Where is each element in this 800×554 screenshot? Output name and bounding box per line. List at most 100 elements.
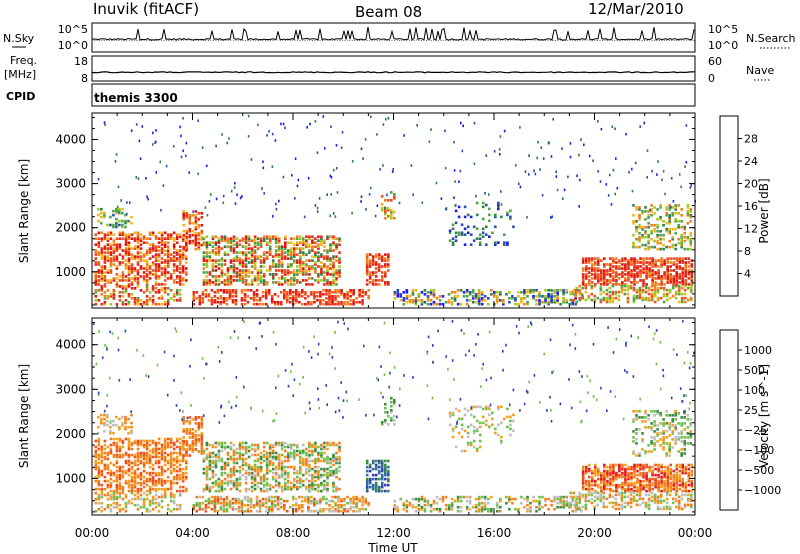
heatmap-cell: [250, 249, 254, 252]
heatmap-cell: [127, 425, 130, 429]
heatmap-cell: [262, 477, 266, 481]
heatmap-cell: [286, 509, 289, 513]
heatmap-cell: [191, 434, 195, 437]
heatmap-cell: [451, 241, 455, 244]
heatmap-cell: [588, 271, 591, 274]
heatmap-cell: [365, 263, 369, 266]
heatmap-cell: [109, 451, 113, 455]
heatmap-cell: [669, 275, 672, 278]
heatmap-cell: [200, 440, 204, 443]
heatmap-cell: [328, 295, 331, 298]
heatmap-cell: [194, 444, 198, 447]
heatmap-cell: [647, 210, 650, 213]
heatmap-cell: [188, 229, 192, 233]
heatmap-cell: [97, 467, 101, 471]
heatmap-cell: [194, 436, 198, 439]
heatmap-cell: [346, 297, 349, 300]
heatmap-cell: [130, 491, 134, 495]
heatmap-cell: [127, 267, 131, 270]
heatmap-cell: [267, 495, 271, 499]
heatmap-cell: [220, 481, 224, 485]
freq-line: [91, 71, 696, 74]
heatmap-cell: [374, 279, 378, 282]
heatmap-cell: [314, 245, 317, 248]
heatmap-cell: [609, 275, 612, 278]
heatmap-cell: [605, 288, 609, 292]
heatmap-cell: [181, 251, 185, 254]
heatmap-cell: [274, 269, 278, 272]
heatmap-cell: [271, 449, 275, 453]
heatmap-cell: [493, 150, 496, 153]
heatmap-cell: [402, 299, 406, 302]
heatmap-cell: [271, 457, 275, 461]
heatmap-cell: [384, 402, 387, 406]
heatmap-cell: [594, 271, 597, 274]
heatmap-cell: [127, 300, 131, 304]
heatmap-cell: [346, 300, 349, 304]
heatmap-cell: [97, 283, 101, 286]
heatmap-cell: [429, 503, 433, 507]
heatmap-cell: [465, 495, 469, 499]
heatmap-cell: [100, 461, 104, 465]
heatmap-cell: [317, 239, 320, 242]
heatmap-cell: [178, 503, 182, 507]
heatmap-cell: [118, 453, 122, 457]
heatmap-cell: [244, 487, 248, 491]
heatmap-cell: [103, 279, 107, 282]
heatmap-cell: [103, 245, 107, 248]
heatmap-cell: [600, 279, 603, 282]
heatmap-cell: [317, 251, 320, 254]
heatmap-cell: [185, 279, 188, 282]
heatmap-cell: [405, 295, 409, 298]
heatmap-cell: [136, 297, 140, 300]
heatmap-cell: [426, 302, 430, 306]
heatmap-cell: [142, 475, 146, 479]
heatmap-cell: [232, 469, 236, 473]
heatmap-cell: [618, 261, 621, 264]
heatmap-cell: [109, 302, 113, 306]
heatmap-cell: [302, 237, 305, 240]
heatmap-cell: [393, 195, 396, 198]
heatmap-cell: [130, 441, 134, 445]
heatmap-cell: [244, 449, 248, 453]
heatmap-cell: [124, 235, 128, 238]
heatmap-cell: [514, 497, 517, 501]
heatmap-cell: [277, 281, 281, 284]
heatmap-cell: [284, 237, 287, 240]
heatmap-cell: [689, 233, 693, 237]
heatmap-cell: [290, 443, 293, 447]
heatmap-cell: [287, 485, 290, 489]
heatmap-cell: [284, 483, 287, 487]
heatmap-cell: [606, 273, 609, 276]
heatmap-cell: [145, 263, 149, 266]
heatmap-cell: [205, 259, 209, 262]
heatmap-cell: [672, 263, 675, 266]
heatmap-cell: [106, 251, 110, 254]
heatmap-cell: [302, 451, 305, 455]
heatmap-cell: [687, 265, 691, 268]
heatmap-cell: [265, 243, 269, 246]
heatmap-cell: [271, 132, 274, 136]
heatmap-cell: [630, 273, 633, 276]
heatmap-cell: [265, 469, 269, 473]
heatmap-cell: [295, 291, 298, 294]
heatmap-cell: [106, 497, 110, 501]
heatmap-cell: [317, 469, 320, 473]
heatmap-cell: [100, 249, 104, 252]
heatmap-cell: [463, 215, 467, 219]
heatmap-cell: [217, 251, 221, 254]
heatmap-cell: [268, 469, 272, 473]
heatmap-cell: [332, 265, 335, 268]
heatmap-cell: [317, 471, 320, 475]
heatmap-cell: [538, 293, 541, 296]
heatmap-cell: [262, 283, 266, 286]
heatmap-cell: [216, 300, 220, 304]
heatmap-cell: [578, 292, 581, 296]
heatmap-cell: [280, 247, 284, 250]
heatmap-cell: [200, 216, 204, 219]
heatmap-cell: [223, 477, 227, 481]
heatmap-cell: [506, 241, 509, 244]
heatmap-cell: [255, 293, 259, 296]
heatmap-cell: [478, 243, 482, 246]
heatmap-cell: [118, 253, 122, 256]
